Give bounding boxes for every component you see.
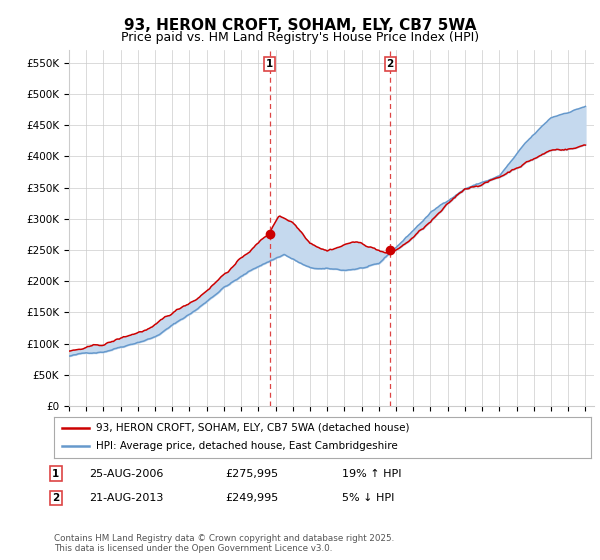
Text: 5% ↓ HPI: 5% ↓ HPI — [342, 493, 394, 503]
Text: 2: 2 — [386, 59, 394, 69]
Text: HPI: Average price, detached house, East Cambridgeshire: HPI: Average price, detached house, East… — [96, 441, 398, 451]
Text: 1: 1 — [266, 59, 273, 69]
Text: Contains HM Land Registry data © Crown copyright and database right 2025.
This d: Contains HM Land Registry data © Crown c… — [54, 534, 394, 553]
Text: £249,995: £249,995 — [225, 493, 278, 503]
Text: 21-AUG-2013: 21-AUG-2013 — [89, 493, 163, 503]
Text: 25-AUG-2006: 25-AUG-2006 — [89, 469, 163, 479]
Text: Price paid vs. HM Land Registry's House Price Index (HPI): Price paid vs. HM Land Registry's House … — [121, 31, 479, 44]
Text: 93, HERON CROFT, SOHAM, ELY, CB7 5WA (detached house): 93, HERON CROFT, SOHAM, ELY, CB7 5WA (de… — [96, 423, 409, 433]
Text: 2: 2 — [52, 493, 59, 503]
Text: 1: 1 — [52, 469, 59, 479]
Text: 19% ↑ HPI: 19% ↑ HPI — [342, 469, 401, 479]
Text: £275,995: £275,995 — [225, 469, 278, 479]
Text: 93, HERON CROFT, SOHAM, ELY, CB7 5WA: 93, HERON CROFT, SOHAM, ELY, CB7 5WA — [124, 18, 476, 33]
